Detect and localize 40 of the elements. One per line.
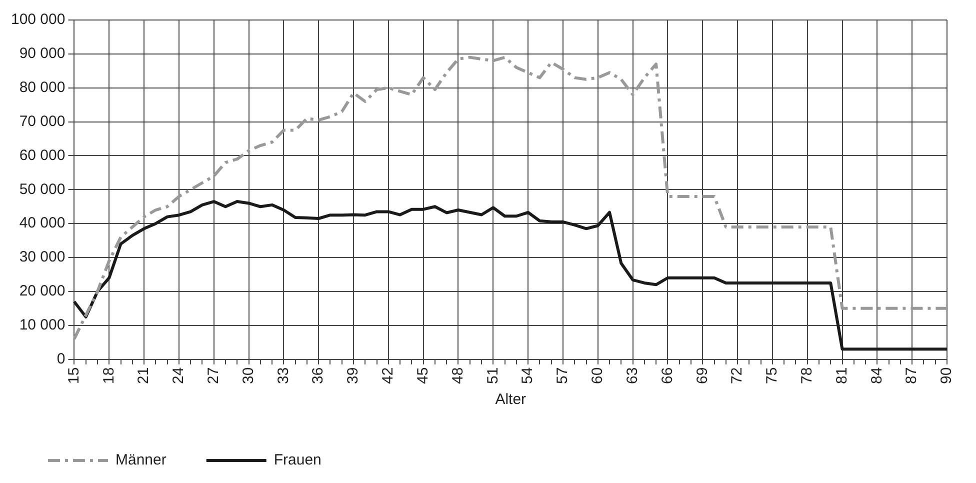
- x-tick-label: 66: [658, 367, 676, 384]
- y-tick-label: 40 000: [19, 214, 66, 232]
- x-tick-label: 36: [310, 367, 327, 384]
- x-tick-label: 42: [380, 367, 397, 384]
- y-tick-label: 60 000: [19, 146, 66, 164]
- x-tick-label: 87: [903, 367, 920, 384]
- x-tick-label: 39: [344, 367, 362, 384]
- x-tick-label: 84: [868, 367, 886, 384]
- y-tick-label: 70 000: [19, 112, 66, 130]
- y-tick-label: 0: [56, 350, 66, 368]
- y-tick-label: 50 000: [19, 180, 66, 198]
- x-tick-label: 27: [205, 367, 222, 384]
- y-tick-label: 80 000: [19, 79, 66, 96]
- x-tick-label: 72: [728, 367, 746, 384]
- y-tick-label: 10 000: [19, 316, 66, 334]
- x-tick-label: 75: [764, 367, 781, 384]
- x-tick-label: 15: [65, 367, 82, 384]
- x-tick-label: 48: [449, 367, 466, 384]
- x-tick-label: 54: [519, 367, 536, 384]
- x-tick-label: 33: [274, 367, 292, 384]
- x-tick-label: 24: [170, 367, 188, 384]
- x-tick-label: 78: [798, 367, 816, 384]
- x-tick-label: 63: [624, 367, 641, 384]
- x-axis-title: Alter: [495, 391, 526, 408]
- y-tick-label: 90 000: [19, 45, 66, 62]
- y-tick-label: 20 000: [19, 282, 66, 300]
- x-tick-label: 69: [694, 367, 711, 384]
- x-tick-label: 90: [938, 367, 956, 384]
- x-tick-label: 45: [414, 367, 432, 384]
- y-tick-label: 100 000: [10, 11, 66, 28]
- legend-label: Frauen: [274, 452, 322, 469]
- x-tick-label: 81: [833, 367, 850, 384]
- x-tick-label: 30: [240, 367, 257, 384]
- x-tick-label: 51: [484, 367, 502, 384]
- x-tick-label: 60: [589, 367, 606, 384]
- y-tick-label: 30 000: [19, 248, 66, 266]
- legend-label: Männer: [116, 452, 166, 469]
- x-tick-label: 21: [135, 367, 152, 384]
- x-tick-label: 18: [100, 367, 118, 384]
- x-tick-label: 57: [554, 367, 572, 384]
